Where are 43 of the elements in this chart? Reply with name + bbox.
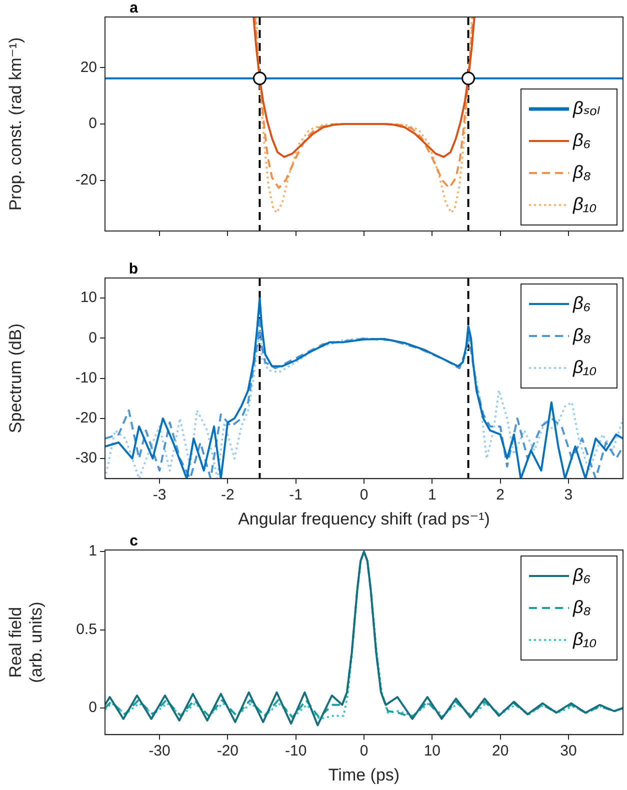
y-tick-label: 1 bbox=[88, 542, 97, 560]
legend-label: β₆ bbox=[572, 565, 591, 585]
y-tick-label: -20 bbox=[75, 171, 97, 188]
x-tick-label: 2 bbox=[496, 486, 504, 504]
legend-label: β₆ bbox=[572, 130, 591, 150]
y-tick-label: 0 bbox=[88, 329, 97, 346]
legend-label: β₁₀ bbox=[572, 194, 597, 214]
chart-title: c bbox=[130, 532, 138, 550]
y-tick-label: 10 bbox=[80, 289, 97, 306]
y-tick-label: 0 bbox=[88, 115, 97, 132]
legend-label: β₈ bbox=[572, 325, 592, 345]
legend-label: β₆ bbox=[572, 293, 591, 313]
x-tick-label: -2 bbox=[221, 486, 234, 504]
x-tick-label: -1 bbox=[289, 486, 303, 504]
x-axis-title: Time (ps) bbox=[328, 765, 400, 784]
legend-label: β₁₀ bbox=[572, 629, 597, 649]
y-axis-title: Real field (arb. units) bbox=[6, 602, 46, 683]
x-tick-label: 1 bbox=[428, 486, 436, 504]
x-axis-title: Angular frequency shift (rad ps⁻¹) bbox=[238, 509, 490, 528]
y-tick-label: -30 bbox=[75, 450, 97, 467]
y-tick-label: -20 bbox=[75, 410, 97, 427]
legend-label: β₈ bbox=[572, 162, 592, 182]
chart-title: a bbox=[130, 0, 139, 17]
legend-label: β₁₀ bbox=[572, 357, 597, 377]
y-axis-title: Prop. const. (rad km⁻¹) bbox=[6, 37, 25, 211]
chart-title: b bbox=[128, 260, 138, 278]
legend-label: β₈ bbox=[572, 597, 592, 617]
y-tick-label: 0 bbox=[88, 699, 97, 716]
x-tick-label: 10 bbox=[424, 742, 440, 760]
x-tick-label: -30 bbox=[148, 742, 170, 760]
y-tick-label: -10 bbox=[75, 369, 97, 386]
x-tick-label: -10 bbox=[285, 742, 307, 760]
x-tick-label: -20 bbox=[216, 742, 239, 760]
y-tick-label: 20 bbox=[80, 58, 97, 76]
y-tick-label: 0.5 bbox=[76, 620, 97, 638]
y-axis-title: Spectrum (dB) bbox=[6, 324, 25, 434]
x-tick-label: 0 bbox=[360, 486, 368, 504]
x-tick-label: 0 bbox=[360, 742, 368, 760]
x-tick-label: -3 bbox=[152, 486, 166, 504]
x-tick-label: 3 bbox=[564, 486, 573, 504]
x-tick-label: 20 bbox=[492, 742, 509, 760]
x-tick-label: 30 bbox=[560, 742, 577, 760]
legend-label: βₛₒₗ bbox=[572, 98, 600, 118]
